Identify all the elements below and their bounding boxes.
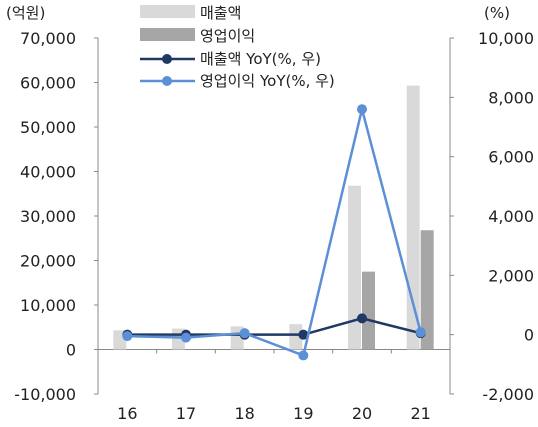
bar-revenue: [406, 85, 420, 350]
right-axis-tick-label: 6,000: [488, 148, 534, 167]
left-axis-tick-label: -10,000: [14, 385, 76, 404]
x-axis-tick-label: 21: [410, 404, 430, 423]
point-revenue-yoy: [357, 313, 367, 324]
point-operating-profit-yoy: [298, 350, 309, 361]
x-axis-tick-label: 16: [117, 404, 137, 423]
point-operating-profit-yoy: [181, 332, 191, 343]
left-axis-tick-label: 0: [66, 341, 76, 360]
bar-operating-profit: [420, 230, 434, 350]
line-revenue-yoy: [127, 317, 421, 336]
right-axis-unit: (%): [484, 4, 510, 22]
left-axis-tick-label: 30,000: [20, 207, 76, 226]
point-operating-profit-yoy: [415, 327, 426, 338]
left-axis-tick-label: 60,000: [20, 74, 76, 93]
line-operating-profit-yoy: [127, 108, 422, 358]
right-axis-tick-label: 2,000: [488, 266, 534, 285]
point-operating-profit-yoy: [357, 104, 367, 115]
bar-revenue: [348, 185, 361, 350]
left-axis-tick-label: 70,000: [20, 29, 76, 48]
x-axis-tick-label: 19: [293, 404, 313, 423]
point-revenue-yoy: [298, 329, 309, 340]
right-axis-tick-label: 10,000: [478, 29, 534, 48]
right-axis-unit-label: (%): [484, 4, 510, 22]
bar-operating-profit: [362, 271, 375, 350]
legend-swatch-marker: [162, 54, 172, 64]
left-axis-tick-label: 20,000: [20, 252, 76, 271]
left-axis-unit: (억원): [6, 4, 45, 22]
legend-label: 매출액 YoY(%, 우): [200, 50, 321, 68]
left-axis-unit-label: (억원): [6, 4, 45, 22]
legend-label: 영업이익 YoY(%, 우): [200, 72, 335, 90]
right-axis-tick-label: 8,000: [488, 88, 534, 107]
right-axis-tick-label: -2,000: [482, 385, 534, 404]
plot-area: -10,000 0 10,000 20,000 30,000 40,000 50,000 60…: [14, 29, 534, 423]
legend-swatch-revenue: [140, 5, 195, 18]
bar-revenue: [289, 324, 303, 350]
left-axis-tick-label: 40,000: [20, 163, 76, 182]
point-operating-profit-yoy: [239, 328, 250, 339]
left-axis-tick-label: 10,000: [20, 296, 76, 315]
legend-swatch-operating-profit: [140, 28, 195, 41]
point-operating-profit-yoy: [122, 331, 133, 342]
x-axis-tick-label: 17: [176, 404, 196, 423]
legend-swatch-marker: [162, 76, 172, 86]
right-axis-tick-label: 0: [524, 326, 534, 345]
legend-label: 매출액: [200, 4, 241, 22]
x-axis-tick-label: 18: [234, 404, 254, 423]
left-axis-tick-label: 50,000: [20, 118, 76, 137]
legend-label: 영업이익: [200, 27, 255, 45]
right-axis-tick-label: 4,000: [488, 207, 534, 226]
x-axis-tick-label: 20: [352, 404, 372, 423]
